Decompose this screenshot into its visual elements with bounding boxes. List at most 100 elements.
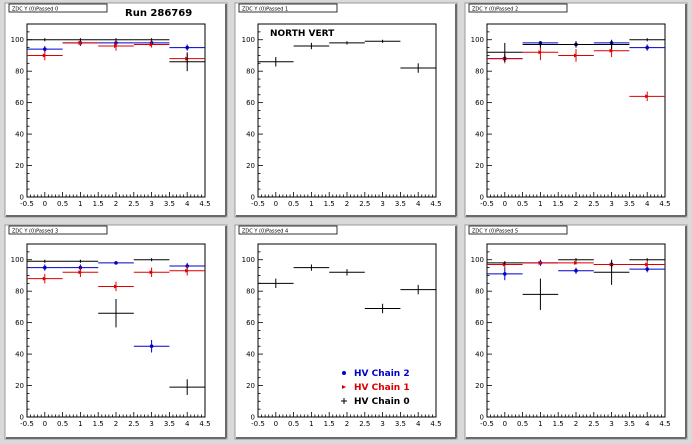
x-tick-label: 4.5 [199,420,210,428]
y-tick-label: 60 [15,319,24,327]
y-tick-label: 60 [15,99,24,107]
y-axis: 0 20 40 60 80 100 [471,23,492,202]
x-tick-label: 1.5 [93,420,104,428]
marker-triangle [574,260,578,265]
x-tick-label: 4.5 [430,420,441,428]
y-tick-label: 0 [20,194,24,202]
y-tick-label: 80 [475,288,484,296]
x-tick-label: 4 [416,200,421,208]
marker-triangle [609,48,614,53]
data-point [62,259,99,263]
y-tick-label: 100 [471,256,484,264]
data-point [98,38,134,42]
marker-triangle [78,40,83,45]
x-axis: -0.5 0 0.5 1 1.5 2 2.5 3 3.5 4 4.5 [251,412,442,428]
data-point [27,38,63,42]
series-hv-chain-1 [27,266,205,292]
x-tick-label: 3.5 [164,200,175,208]
data-point [364,303,401,314]
data-point [169,44,205,51]
x-tick-label: 1 [309,200,313,208]
x-tick-label: 0.5 [517,420,528,428]
data-point [487,261,523,265]
data-point [27,259,63,263]
series-hv-chain-0 [487,258,665,311]
x-tick-label: 4.5 [430,200,441,208]
data-point [593,259,630,285]
series-hv-chain-0 [27,38,205,72]
data-point [27,50,63,61]
panel-frame [234,2,458,218]
x-tick-label: -0.5 [480,200,494,208]
x-tick-label: 1.5 [324,200,335,208]
x-tick-label: 2 [345,200,349,208]
marker-triangle [42,276,47,281]
data-point [169,379,205,395]
y-tick-label: 80 [15,68,24,76]
y-axis: 0 20 40 60 80 100 [471,243,492,422]
x-axis: -0.5 0 0.5 1 1.5 2 2.5 3 3.5 4 4.5 [20,412,211,428]
y-axis: 0 20 40 60 80 100 [242,243,263,422]
x-tick-label: 0.5 [57,200,68,208]
y-tick-label: 80 [475,68,484,76]
marker-dot [185,45,189,50]
data-point [293,42,330,50]
data-point [169,266,205,276]
series-hv-chain-0 [258,39,436,73]
data-point [169,52,205,72]
data-point [558,49,594,62]
panel-title: ZDC Y (0)Passed 3 [12,229,58,235]
x-tick-label: 4 [645,420,650,428]
x-axis: -0.5 0 0.5 1 1.5 2 2.5 3 3.5 4 4.5 [251,192,442,208]
y-tick-label: 100 [471,36,484,44]
y-tick-label: 80 [15,288,24,296]
panel-frame [234,224,458,440]
x-tick-label: 2.5 [588,200,599,208]
x-tick-label: 2 [574,200,578,208]
y-tick-label: 40 [246,131,255,139]
y-tick-label: 40 [475,131,484,139]
marker-triangle [149,42,154,47]
chart-title: NORTH VERT [270,29,335,39]
x-tick-label: 0.5 [288,200,299,208]
marker-triangle [42,53,47,58]
data-point [558,267,594,274]
x-tick-label: 1.5 [93,200,104,208]
panel-frame [4,224,228,440]
x-tick-label: -0.5 [251,420,265,428]
data-point [558,41,594,48]
data-point [133,38,170,42]
marker-triangle [149,270,154,275]
x-tick-label: 1 [538,420,542,428]
x-tick-label: 4 [185,200,190,208]
legend-label: HV Chain 2 [354,369,410,379]
panel-frame [464,224,688,440]
data-point [329,269,365,276]
marker-dot [114,261,118,265]
x-tick-label: 3.5 [164,420,175,428]
x-tick-label: 3.5 [624,200,635,208]
y-tick-label: 20 [15,162,24,170]
marker-triangle [114,44,118,49]
legend-label: HV Chain 0 [354,397,410,407]
panel-title: ZDC Y (0)Passed 0 [12,7,58,13]
x-tick-label: 3 [149,200,153,208]
x-tick-label: 3.5 [395,420,406,428]
x-tick-label: 1.5 [324,420,335,428]
panel-title: ZDC Y (0)Passed 1 [242,7,288,13]
data-point [133,41,170,48]
data-point [487,267,523,281]
y-axis: 0 20 40 60 80 100 [11,243,32,422]
y-tick-label: 100 [242,256,255,264]
data-point [629,258,665,262]
x-tick-label: 2.5 [588,420,599,428]
data-point [258,278,294,289]
marker-dot [503,272,507,276]
series-hv-chain-0 [258,264,436,314]
y-tick-label: 0 [251,414,255,422]
panel-title: ZDC Y (0)Passed 5 [472,229,518,235]
y-tick-label: 20 [246,382,255,390]
